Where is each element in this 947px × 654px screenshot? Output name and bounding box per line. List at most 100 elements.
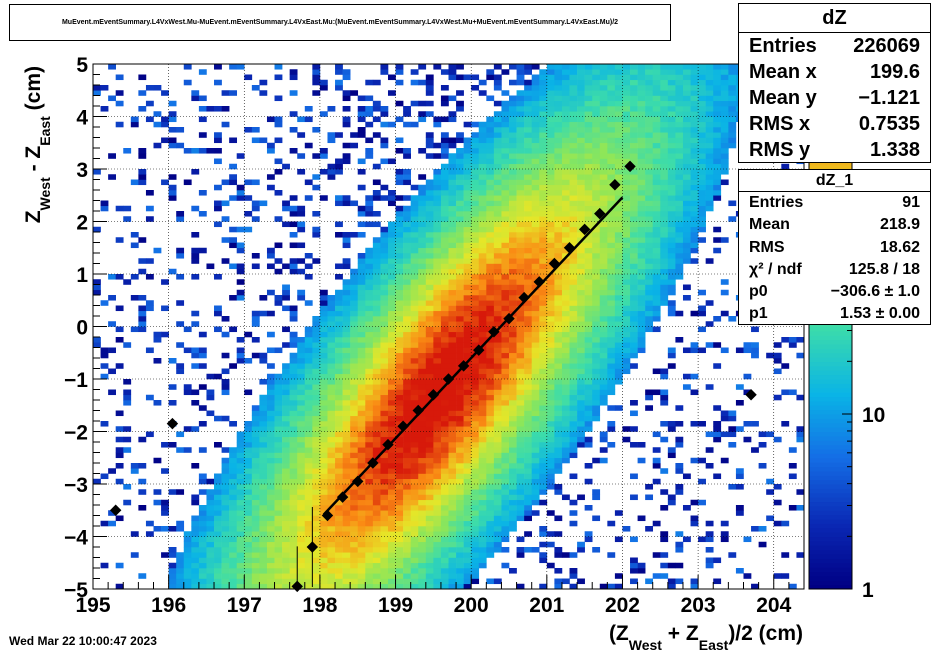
heatmap-cell [546,331,555,338]
heatmap-cell [554,85,563,91]
heatmap-cell [312,531,321,537]
heatmap-cell [138,310,147,317]
heatmap-cell [546,258,555,264]
heatmap-cell [637,79,646,86]
heatmap-cell [637,100,646,107]
heatmap-cell [395,221,404,228]
heatmap-cell [304,499,313,506]
heatmap-cell [531,174,540,180]
heatmap-cell [251,352,260,359]
heatmap-cell [448,169,457,175]
heatmap-cell [350,452,359,459]
heatmap-cell [630,79,638,86]
heatmap-cell [630,226,638,233]
heatmap-cell [509,410,517,417]
heatmap-cell [387,447,396,453]
heatmap-cell [682,79,691,86]
heatmap-cell [509,568,517,574]
heatmap-cell [577,300,585,306]
heatmap-cell [410,211,419,217]
heatmap-cell [569,552,578,558]
heatmap-cell [312,379,321,385]
heatmap-cell [93,90,101,96]
heatmap-cell [652,190,661,196]
heatmap-cell [592,64,601,70]
heatmap-cell [660,148,669,154]
heatmap-cell [403,494,411,501]
heatmap-cell [652,179,661,186]
heatmap-cell [456,452,464,459]
heatmap-cell [312,505,321,511]
heatmap-cell [584,279,593,285]
heatmap-cell [342,195,351,201]
heatmap-cell [493,274,502,280]
heatmap-cell [486,132,495,138]
heatmap-cell [690,457,699,464]
heatmap-cell [297,484,306,490]
heatmap-cell [682,95,691,102]
heatmap-cell [123,447,132,453]
heatmap-cell [266,331,275,338]
heatmap-cell [342,478,351,485]
heatmap-cell [667,195,676,201]
heatmap-cell [168,578,177,585]
heatmap-cell [372,505,381,511]
heatmap-cell [161,305,169,312]
heatmap-cell [501,363,510,369]
heatmap-cell [282,442,290,448]
heatmap-cell [516,331,525,338]
heatmap-cell [410,442,419,448]
heatmap-cell [561,200,570,207]
heatmap-cell [456,358,464,364]
heatmap-cell [713,116,722,123]
heatmap-cell [433,421,442,427]
heatmap-cell [357,384,366,390]
heatmap-cell [531,153,540,159]
heatmap-cell [425,510,434,516]
heatmap-cell [259,90,268,96]
heatmap-cell [357,95,366,102]
heatmap-cell [531,463,540,469]
heatmap-cell [304,547,313,553]
heatmap-cell [327,547,336,553]
heatmap-cell [282,505,290,511]
heatmap-cell [229,295,238,301]
heatmap-cell [539,237,548,243]
heatmap-cell [425,100,434,107]
heatmap-cell [168,174,177,180]
heatmap-cell [433,400,442,406]
heatmap-cell [607,216,616,222]
heatmap-cell [403,499,411,506]
heatmap-cell [652,258,661,264]
heatmap-cell [486,541,495,548]
heatmap-cell [357,436,366,443]
heatmap-cell [539,163,548,170]
heatmap-cell [554,216,563,222]
heatmap-cell [607,142,616,149]
heatmap-cell [115,447,124,453]
heatmap-cell [395,520,404,527]
heatmap-cell [282,426,290,432]
heatmap-cell [486,400,495,406]
heatmap-cell [569,300,578,306]
heatmap-cell [319,310,328,317]
heatmap-cell [425,310,434,317]
heatmap-cell [531,148,540,154]
heatmap-cell [584,211,593,217]
heatmap-cell [357,284,366,291]
heatmap-cell [584,373,593,380]
heatmap-cell [274,242,283,249]
heatmap-cell [577,263,585,270]
heatmap-cell [319,484,328,490]
heatmap-cell [584,352,593,359]
heatmap-cell [221,478,230,485]
heatmap-cell [577,284,585,291]
heatmap-cell [493,116,502,123]
heatmap-cell [350,426,359,432]
heatmap-cell [471,200,480,207]
heatmap-cell [350,494,359,501]
heatmap-cell [478,263,487,270]
heatmap-cell [531,163,540,170]
heatmap-cell [622,127,631,133]
heatmap-cell [456,478,464,485]
